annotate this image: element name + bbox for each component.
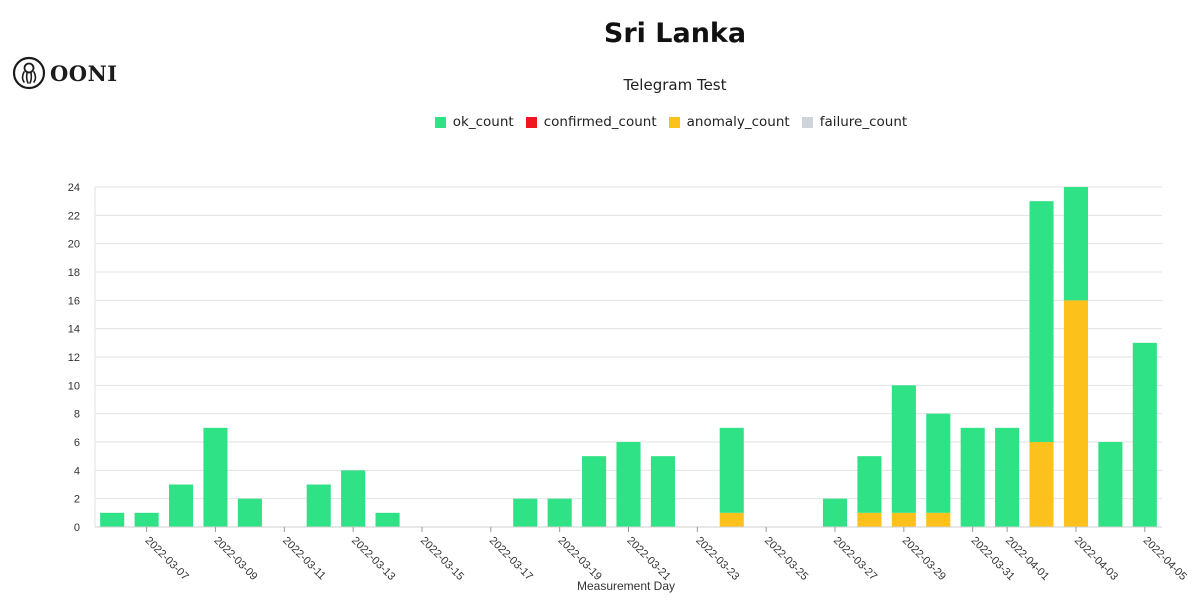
bar-ok-count[interactable]	[1063, 187, 1088, 301]
bar-ok-count[interactable]	[203, 427, 228, 527]
bar-ok-count[interactable]	[341, 470, 366, 527]
bar-anomaly-count[interactable]	[926, 512, 951, 527]
x-tick-label: 2022-03-09	[211, 535, 259, 583]
bar-ok-count[interactable]	[134, 512, 159, 527]
bar-anomaly-count[interactable]	[1029, 442, 1054, 527]
x-tick-label: 2022-03-07	[143, 535, 191, 583]
x-tick-label: 2022-03-21	[624, 535, 672, 583]
x-tick-label: 2022-04-05	[1141, 535, 1189, 583]
bar-ok-count[interactable]	[513, 498, 538, 527]
x-tick-label: 2022-04-03	[1072, 535, 1120, 583]
y-tick-label: 20	[68, 239, 80, 251]
x-tick-label: 2022-03-13	[349, 535, 397, 583]
legend-swatch	[668, 116, 680, 128]
x-tick-label: 2022-03-15	[418, 535, 466, 583]
bar-ok-count[interactable]	[891, 385, 916, 513]
legend-label: anomaly_count	[686, 114, 790, 130]
legend-label: failure_count	[819, 114, 908, 130]
y-tick-label: 22	[68, 210, 80, 222]
legend-swatch	[801, 116, 813, 128]
bar-ok-count[interactable]	[1098, 442, 1123, 527]
bar-ok-count[interactable]	[719, 427, 744, 513]
bar-ok-count[interactable]	[650, 456, 675, 527]
legend-item-anomaly-count[interactable]: anomaly_count	[668, 114, 790, 130]
y-tick-label: 2	[74, 494, 80, 506]
y-tick-label: 18	[68, 267, 80, 279]
bar-ok-count[interactable]	[995, 427, 1020, 527]
x-axis: 2022-03-07 2022-03-09 2022-03-11 2022-03-13…	[95, 526, 1189, 583]
chart-title: Sri Lanka	[603, 18, 747, 49]
bar-ok-count[interactable]	[306, 484, 331, 528]
y-tick-label: 24	[68, 182, 80, 194]
bar-ok-count[interactable]	[100, 512, 125, 527]
x-tick-label: 2022-03-17	[487, 535, 535, 583]
bar-anomaly-count[interactable]	[719, 512, 744, 527]
bar-ok-count[interactable]	[582, 456, 607, 527]
y-tick-label: 4	[74, 465, 80, 477]
x-tick-label: 2022-03-25	[762, 535, 810, 583]
x-tick-label: 2022-03-27	[831, 535, 879, 583]
x-tick-label: 2022-03-11	[280, 535, 328, 583]
legend-item-ok-count[interactable]: ok_count	[434, 114, 514, 130]
bar-ok-count[interactable]	[857, 456, 882, 513]
bar-ok-count[interactable]	[960, 427, 985, 527]
bar-anomaly-count[interactable]	[891, 512, 916, 527]
y-tick-label: 14	[68, 324, 80, 336]
chart-subtitle: Telegram Test	[623, 76, 727, 94]
bar-ok-count[interactable]	[1029, 201, 1054, 442]
legend-item-failure-count[interactable]: failure_count	[801, 114, 908, 130]
chart-legend: ok_count confirmed_count anomaly_count f…	[0, 114, 1200, 130]
x-axis-label: Measurement Day	[577, 579, 675, 593]
bar-ok-count[interactable]	[616, 442, 641, 527]
bar-ok-count[interactable]	[1132, 342, 1157, 527]
bar-ok-count[interactable]	[926, 413, 951, 513]
x-tick-label: 2022-03-19	[556, 535, 604, 583]
y-tick-label: 0	[74, 522, 80, 534]
y-tick-label: 6	[74, 437, 80, 449]
bars	[100, 187, 1157, 527]
bar-ok-count[interactable]	[169, 484, 194, 528]
bar-anomaly-count[interactable]	[1063, 300, 1088, 527]
bar-ok-count[interactable]	[547, 498, 572, 527]
octopus-logo-icon	[12, 56, 46, 90]
y-tick-label: 12	[68, 352, 80, 364]
bar-ok-count[interactable]	[237, 498, 262, 527]
legend-swatch	[434, 116, 446, 128]
y-tick-label: 8	[74, 409, 80, 421]
legend-label: confirmed_count	[543, 114, 657, 130]
bar-ok-count[interactable]	[822, 498, 848, 527]
x-tick-label: 2022-03-29	[900, 535, 948, 583]
x-tick-label: 2022-03-23	[693, 535, 741, 583]
y-tick-label: 16	[68, 295, 80, 307]
bar-anomaly-count[interactable]	[857, 512, 882, 527]
ooni-logo[interactable]: OONI	[12, 56, 118, 90]
logo-text: OONI	[50, 60, 118, 86]
legend-item-confirmed-count[interactable]: confirmed_count	[525, 114, 657, 130]
legend-swatch	[525, 116, 537, 128]
legend-label: ok_count	[452, 114, 514, 130]
y-tick-label: 10	[68, 380, 80, 392]
bar-ok-count[interactable]	[375, 512, 400, 527]
